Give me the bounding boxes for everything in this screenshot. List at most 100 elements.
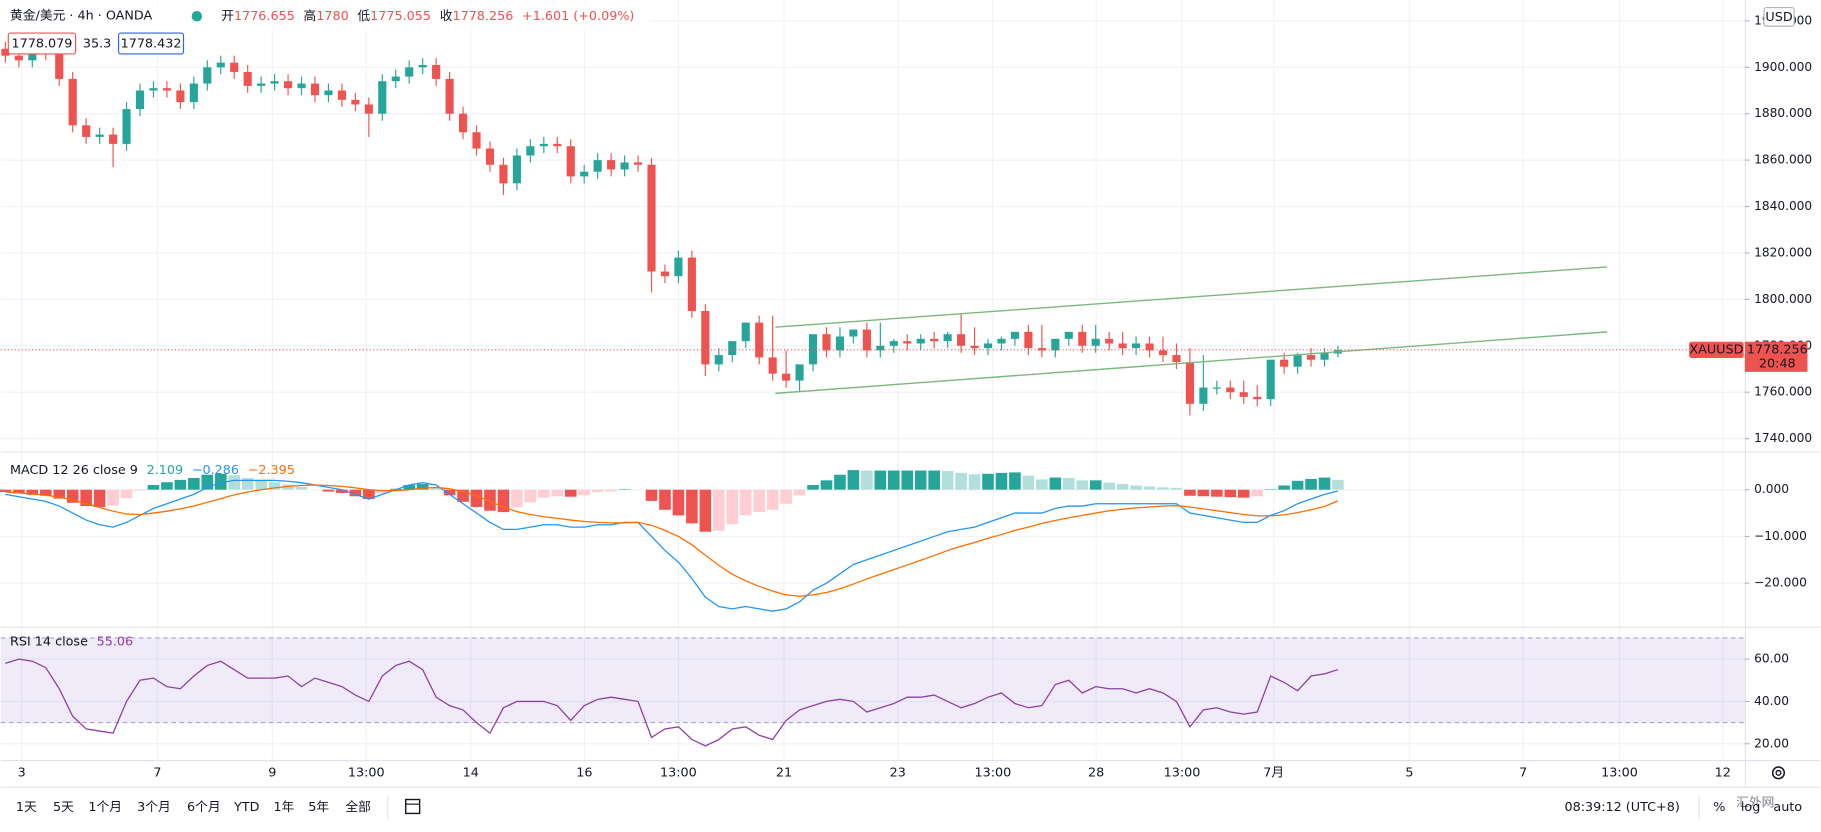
candle-body [1105,338,1114,344]
ohlc-value: 1775.055 [370,9,431,24]
candle-body [378,81,387,114]
macd-histogram-bar [1237,489,1250,498]
candle-body [1280,359,1289,367]
candle-body [1078,331,1087,346]
macd-hist-value: 2.109 [147,462,184,477]
candle-body [1010,331,1019,339]
candle-body [1145,343,1154,351]
candle-body [714,355,723,365]
macd-histogram-bar [349,489,362,497]
percent-toggle[interactable]: % [1713,800,1725,815]
macd-histogram-bar [1089,480,1102,490]
range-button[interactable]: 5年 [308,800,329,815]
candle-body [943,334,952,342]
candle-body [889,341,898,346]
macd-histogram-bar [699,489,712,532]
candle-body [1158,350,1168,356]
macd-histogram-bar [1197,489,1210,497]
candle-body [95,134,104,137]
settings-button[interactable] [1771,766,1786,780]
macd-histogram-bar [13,489,25,494]
macd-histogram-bar [416,484,429,490]
watermark: 汇外网 [1736,795,1774,810]
candle-body [418,64,427,68]
x-tick-label: 7月 [1263,765,1284,780]
buy-button[interactable] [117,32,185,55]
candle-body [458,113,468,133]
range-button[interactable]: 全部 [345,799,371,815]
macd-histogram-bar [1184,489,1196,496]
macd-histogram-bar [255,480,267,490]
candle-body [1226,387,1235,393]
candle-body [109,134,118,144]
rsi-legend: RSI 14 close 55.06 [10,634,133,649]
macd-histogram-bar [1305,478,1317,490]
macd-histogram-bar [201,474,214,490]
candle-body [1118,343,1127,349]
sell-button[interactable] [7,32,77,55]
macd-histogram-bar [766,489,779,510]
y-tick-label: 1800.000 [1754,292,1812,306]
candle-body [647,164,656,272]
x-tick-label: 3 [18,765,26,780]
x-tick-label: 7 [153,765,161,780]
log-toggle[interactable]: log [1741,800,1760,815]
macd-histogram-bar [538,489,550,498]
range-button[interactable]: 5天 [53,800,74,815]
currency-button[interactable] [1763,6,1795,27]
macd-histogram-bar [443,489,456,496]
rsi-band [0,637,1745,723]
range-button[interactable]: YTD [233,800,260,815]
y-tick-label: 20.00 [1754,736,1789,750]
macd-histogram-bar [659,489,671,510]
bid: 1778.079 [12,37,73,52]
range-button[interactable]: 1年 [273,800,294,815]
macd-histogram-bar [739,489,752,516]
ohlc-value: 1778.256 [452,9,513,24]
candle-body [68,78,77,126]
macd-histogram-bar [1103,482,1115,490]
candle-body [755,322,764,358]
goto-date-button[interactable] [405,798,421,815]
auto-toggle[interactable]: auto [1773,800,1802,815]
calendar-icon [405,798,421,815]
axis: 1740.0001760.0001780.0001800.0001820.000… [1689,13,1812,750]
trendline [775,266,1608,328]
range-button[interactable]: 6个月 [187,800,221,815]
y-tick-label: −20.000 [1754,576,1807,590]
candle-body [1091,338,1100,346]
macd-histogram-bar [807,485,819,490]
x-tick-label: 13:00 [1601,765,1638,780]
ohlc-label: 收 [440,9,453,24]
countdown: 20:48 [1759,356,1796,371]
macd-histogram-bar [1022,475,1035,490]
candle-body [674,257,683,277]
range-button[interactable]: 3个月 [137,800,171,815]
macd-histogram-bar [874,470,887,490]
candle-body [1064,331,1073,339]
macd-histogram-bar [955,472,967,490]
toolbar: 1天 5天 1个月 3个月 6个月 YTD 1年 5年 全部 08:39:12 … [16,796,1802,820]
macd-histogram-bar [605,489,617,492]
macd-histogram-bar [470,489,483,507]
macd-histogram-bar [726,489,739,525]
range-button[interactable]: 1个月 [88,800,122,815]
y-tick-label: 1840.000 [1754,199,1812,213]
y-tick-label: 1900.000 [1754,60,1812,74]
trendline [775,331,1608,395]
spread: 35.3 [83,37,111,52]
ohlc-label: 开 [221,9,234,24]
y-tick-label: 0.000 [1754,482,1789,496]
x-tick-label: 14 [463,765,479,780]
macd-histogram-bar [1009,472,1021,490]
range-button[interactable]: 1天 [16,800,37,815]
candle-body [216,62,225,68]
macd-value: −0.286 [192,462,239,477]
candle-body [957,334,966,346]
candle-body [660,271,670,277]
y-tick-label: 1740.000 [1754,431,1812,445]
candle-body [633,162,643,165]
candle-body [364,104,373,114]
